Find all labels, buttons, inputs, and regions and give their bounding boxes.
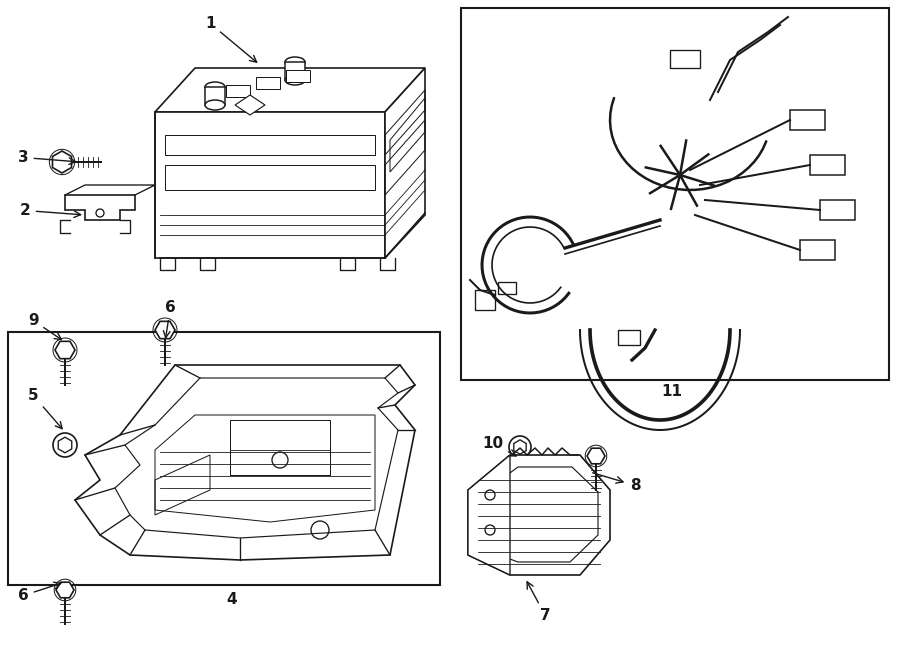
Polygon shape <box>385 68 425 258</box>
Bar <box>820 200 855 220</box>
Text: 2: 2 <box>20 203 81 218</box>
Polygon shape <box>155 321 175 338</box>
Text: 3: 3 <box>18 150 76 165</box>
Ellipse shape <box>205 82 225 92</box>
Polygon shape <box>55 341 75 359</box>
Bar <box>618 330 640 345</box>
Text: 8: 8 <box>593 473 641 493</box>
Bar <box>800 240 835 260</box>
Polygon shape <box>475 290 495 310</box>
Text: 11: 11 <box>662 385 682 399</box>
Bar <box>790 110 825 130</box>
Bar <box>230 420 330 475</box>
Bar <box>165 135 375 155</box>
Polygon shape <box>155 112 385 258</box>
Ellipse shape <box>285 75 305 85</box>
Ellipse shape <box>205 100 225 110</box>
Polygon shape <box>468 455 610 575</box>
Bar <box>670 50 700 68</box>
Text: 4: 4 <box>227 592 238 607</box>
Bar <box>165 165 375 190</box>
Circle shape <box>509 436 531 458</box>
Text: 9: 9 <box>28 313 61 340</box>
Bar <box>810 155 845 175</box>
Polygon shape <box>235 95 265 115</box>
Bar <box>230 450 330 475</box>
Ellipse shape <box>285 57 305 67</box>
Text: 7: 7 <box>527 582 551 623</box>
Bar <box>205 87 225 105</box>
Polygon shape <box>75 365 415 560</box>
Bar <box>256 77 280 89</box>
Text: 6: 6 <box>18 582 61 603</box>
Polygon shape <box>56 582 74 598</box>
Polygon shape <box>52 151 71 173</box>
Bar <box>461 8 889 380</box>
Polygon shape <box>65 195 135 220</box>
Bar <box>285 62 305 80</box>
Circle shape <box>53 433 77 457</box>
Polygon shape <box>155 68 425 112</box>
Text: 5: 5 <box>28 388 62 429</box>
Bar <box>498 282 516 294</box>
Bar <box>8 332 440 585</box>
Text: 10: 10 <box>482 436 517 456</box>
Bar <box>226 85 250 97</box>
Text: 1: 1 <box>205 16 256 62</box>
Polygon shape <box>587 448 605 464</box>
Bar <box>286 70 310 82</box>
Text: 6: 6 <box>164 300 176 338</box>
Polygon shape <box>468 455 510 575</box>
